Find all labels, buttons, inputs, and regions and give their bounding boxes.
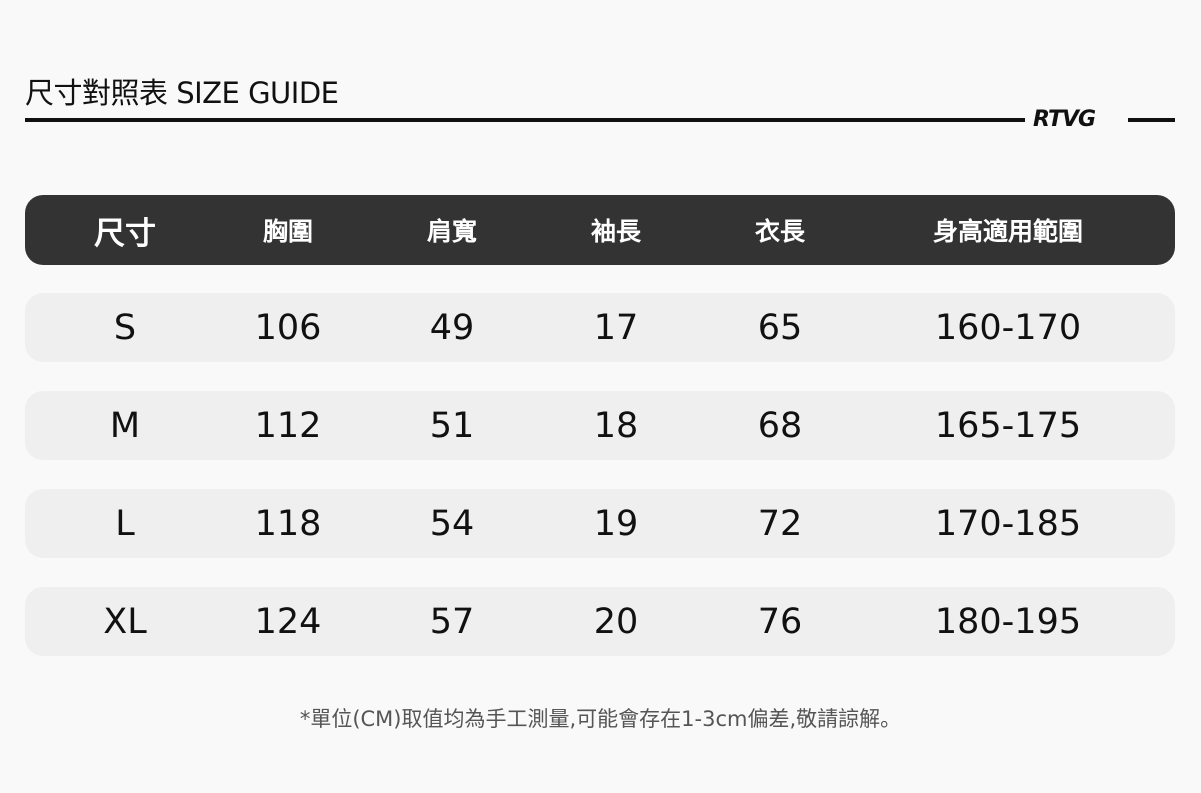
measurement-note: *單位(CM)取值均為手工測量,可能會存在1-3cm偏差,敬請諒解。 — [299, 707, 902, 731]
title-divider — [25, 118, 1025, 122]
value-cell: 165-175 — [934, 405, 1082, 446]
page-title: 尺寸對照表 SIZE GUIDE — [25, 76, 339, 110]
table-row: M 112 51 18 68 165-175 — [25, 391, 1175, 460]
value-cell: 18 — [593, 405, 639, 446]
value-cell: 57 — [429, 601, 475, 642]
value-cell: 49 — [429, 307, 475, 348]
table-header: 尺寸 胸圍 肩寬 袖長 衣長 身高適用範圍 — [25, 195, 1175, 265]
value-cell: 20 — [593, 601, 639, 642]
column-header: 胸圍 — [262, 217, 314, 246]
column-header: 尺寸 — [94, 215, 156, 252]
value-cell: 54 — [429, 503, 475, 544]
brand-logo: RTVG — [1033, 107, 1096, 132]
value-cell: 51 — [429, 405, 475, 446]
value-cell: 106 — [254, 307, 322, 348]
size-cell: L — [115, 503, 135, 544]
column-header: 袖長 — [590, 217, 642, 246]
table-row: L 118 54 19 72 170-185 — [25, 489, 1175, 558]
column-header: 肩寬 — [426, 217, 478, 246]
size-cell: XL — [103, 601, 147, 642]
value-cell: 124 — [254, 601, 322, 642]
title-divider-end — [1128, 118, 1175, 122]
table-row: XL 124 57 20 76 180-195 — [25, 587, 1175, 656]
value-cell: 76 — [757, 601, 803, 642]
column-header: 身高適用範圍 — [932, 217, 1084, 246]
size-cell: S — [113, 307, 137, 348]
value-cell: 180-195 — [934, 601, 1082, 642]
value-cell: 118 — [254, 503, 322, 544]
table-row: S 106 49 17 65 160-170 — [25, 293, 1175, 362]
value-cell: 19 — [593, 503, 639, 544]
value-cell: 170-185 — [934, 503, 1082, 544]
value-cell: 160-170 — [934, 307, 1082, 348]
size-cell: M — [109, 405, 141, 446]
value-cell: 72 — [757, 503, 803, 544]
column-header: 衣長 — [754, 217, 806, 246]
value-cell: 112 — [254, 405, 322, 446]
value-cell: 17 — [593, 307, 639, 348]
value-cell: 68 — [757, 405, 803, 446]
value-cell: 65 — [757, 307, 803, 348]
